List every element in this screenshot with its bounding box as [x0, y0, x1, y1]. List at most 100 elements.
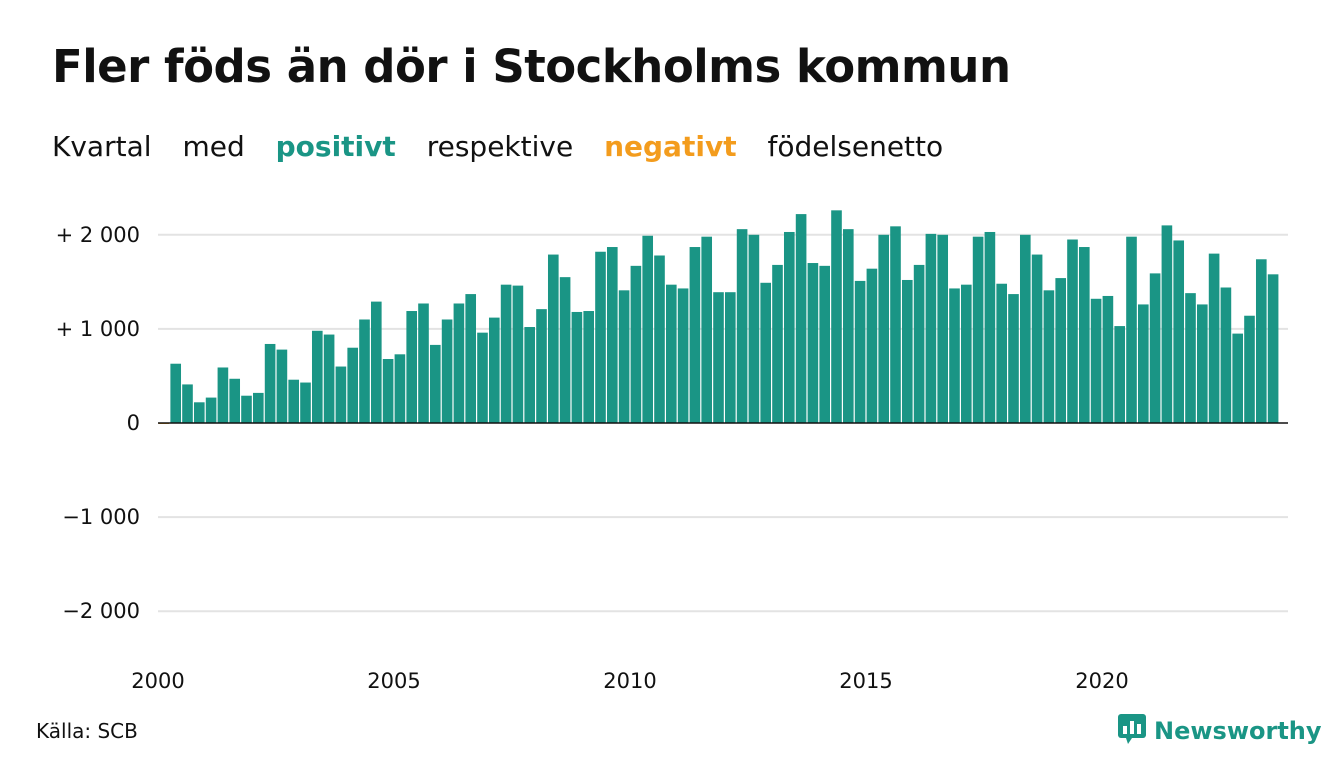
bar	[819, 265, 831, 423]
bar	[217, 367, 229, 423]
bar	[382, 359, 394, 423]
bar	[288, 379, 300, 423]
bar	[394, 354, 406, 423]
x-tick-label: 2015	[839, 669, 892, 693]
bar	[642, 235, 654, 423]
bar	[512, 285, 524, 423]
bar	[842, 229, 854, 423]
bars	[158, 210, 1279, 424]
x-tick-label: 2020	[1075, 669, 1128, 693]
bar	[182, 384, 193, 423]
bar	[901, 279, 913, 423]
bar	[264, 343, 276, 423]
bar	[359, 319, 370, 423]
bar	[795, 214, 807, 423]
x-tick-label: 2000	[131, 669, 184, 693]
bar	[1031, 254, 1043, 423]
bar	[913, 264, 925, 423]
brand-name: Newsworthy	[1154, 717, 1322, 745]
bar	[1220, 287, 1232, 423]
bar	[1008, 294, 1019, 423]
bar	[465, 294, 477, 423]
chart-subtitle: Kvartal med positivt respektive negativt…	[52, 130, 957, 163]
bar	[276, 349, 288, 423]
bar	[960, 284, 972, 423]
bar	[488, 317, 500, 423]
bar	[1267, 274, 1279, 423]
bar	[571, 311, 583, 423]
bar	[335, 366, 347, 423]
bar	[630, 265, 642, 423]
bar	[724, 292, 736, 423]
bar	[1196, 304, 1208, 423]
bar	[1161, 225, 1173, 423]
bar	[205, 397, 217, 423]
bar	[418, 303, 429, 423]
bar	[984, 231, 996, 423]
bar	[241, 395, 252, 423]
bar	[300, 382, 311, 423]
bar	[890, 226, 901, 423]
bar	[760, 282, 772, 423]
bar	[1090, 298, 1102, 423]
bar	[677, 288, 689, 423]
bar	[606, 247, 618, 423]
bar	[595, 251, 606, 423]
brand[interactable]: Newsworthy	[1118, 714, 1322, 748]
bar	[972, 236, 984, 423]
bar	[925, 233, 937, 423]
bar	[1255, 259, 1267, 423]
bar	[736, 229, 748, 423]
bar	[748, 234, 760, 423]
bar	[878, 234, 890, 423]
subtitle-positive-label: positivt	[275, 130, 396, 163]
y-tick-label: −1 000	[62, 505, 140, 529]
bar	[937, 234, 949, 423]
bar	[370, 301, 382, 423]
bar	[866, 268, 878, 423]
bar	[689, 247, 701, 423]
bar	[807, 263, 819, 423]
bar	[783, 231, 795, 423]
bar	[1019, 234, 1031, 423]
bar	[665, 284, 677, 423]
bar	[406, 311, 418, 423]
bar	[1185, 293, 1196, 423]
bar	[453, 303, 465, 423]
bar	[654, 255, 665, 423]
bar	[831, 210, 842, 423]
subtitle-word-fodelsenetto: födelsenetto	[767, 130, 944, 163]
bar	[583, 311, 595, 423]
newsworthy-logo-icon	[1118, 714, 1146, 748]
grid-lines: + 2 000 + 1 000 0 −1 000 −2 000	[56, 223, 1288, 623]
chart-title: Fler föds än dör i Stockholms kommun	[52, 40, 1011, 93]
bar	[347, 347, 359, 423]
y-tick-label: + 2 000	[56, 223, 140, 247]
bar	[1244, 315, 1255, 423]
y-tick-label: −2 000	[62, 599, 140, 623]
bar	[1078, 247, 1090, 423]
bar	[618, 290, 630, 423]
source-note: Källa: SCB	[36, 719, 138, 743]
x-tick-label: 2005	[367, 669, 420, 693]
bar	[1043, 290, 1055, 423]
x-tick-label: 2010	[603, 669, 656, 693]
bar	[1149, 273, 1161, 423]
axes: 2000 2005 2010 2015 2020	[131, 422, 1288, 693]
bar	[1102, 295, 1114, 423]
subtitle-word-med: med	[182, 130, 245, 163]
bar	[559, 277, 571, 423]
bar	[441, 319, 453, 423]
bar	[772, 264, 783, 423]
bar	[524, 327, 536, 423]
y-tick-label: 0	[127, 411, 140, 435]
bar	[311, 330, 323, 423]
subtitle-negative-label: negativt	[604, 130, 737, 163]
bar	[854, 280, 866, 423]
bar	[229, 378, 241, 423]
subtitle-word-respektive: respektive	[426, 130, 574, 163]
bar	[170, 363, 182, 423]
bar	[1208, 253, 1220, 423]
bar	[500, 284, 512, 423]
bar	[996, 283, 1008, 423]
